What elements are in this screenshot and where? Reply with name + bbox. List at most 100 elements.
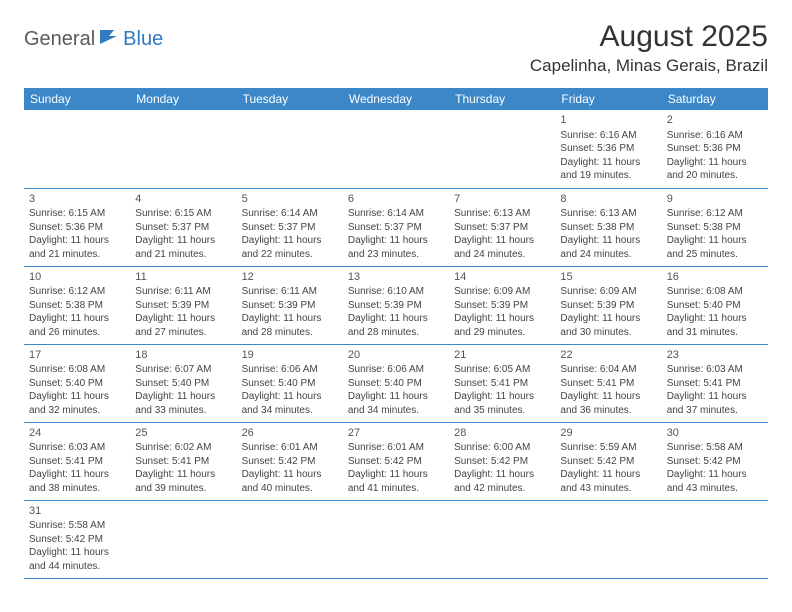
sunset-line: Sunset: 5:42 PM — [454, 455, 550, 469]
calendar-cell — [24, 110, 130, 188]
calendar-cell: 23Sunrise: 6:03 AMSunset: 5:41 PMDayligh… — [662, 344, 768, 422]
weekday-header: Thursday — [449, 88, 555, 110]
calendar-cell: 29Sunrise: 5:59 AMSunset: 5:42 PMDayligh… — [555, 422, 661, 500]
day-number: 1 — [560, 113, 656, 128]
calendar-cell: 8Sunrise: 6:13 AMSunset: 5:38 PMDaylight… — [555, 188, 661, 266]
location-text: Capelinha, Minas Gerais, Brazil — [530, 56, 768, 76]
sunset-line: Sunset: 5:41 PM — [135, 455, 231, 469]
daylight-line: Daylight: 11 hours and 43 minutes. — [560, 468, 656, 495]
daylight-line: Daylight: 11 hours and 40 minutes. — [242, 468, 338, 495]
daylight-line: Daylight: 11 hours and 24 minutes. — [454, 234, 550, 261]
day-number: 19 — [242, 348, 338, 363]
sunrise-line: Sunrise: 6:13 AM — [560, 207, 656, 221]
calendar-row: 3Sunrise: 6:15 AMSunset: 5:36 PM Daylight… — [24, 188, 768, 266]
sunrise-line: Sunrise: 6:15 AM — [29, 207, 125, 221]
daylight-line: Daylight: 11 hours and 30 minutes. — [560, 312, 656, 339]
sunrise-line: Sunrise: 6:03 AM — [29, 441, 125, 455]
daylight-line: Daylight: 11 hours and 27 minutes. — [135, 312, 231, 339]
daylight-line: Daylight: 11 hours and 35 minutes. — [454, 390, 550, 417]
day-number: 5 — [242, 192, 338, 207]
weekday-header-row: Sunday Monday Tuesday Wednesday Thursday… — [24, 88, 768, 110]
calendar-cell: 17Sunrise: 6:08 AMSunset: 5:40 PMDayligh… — [24, 344, 130, 422]
daylight-line: Daylight: 11 hours and 34 minutes. — [348, 390, 444, 417]
calendar-cell — [343, 110, 449, 188]
daylight-line: Daylight: 11 hours and 32 minutes. — [29, 390, 125, 417]
sunrise-line: Sunrise: 6:03 AM — [667, 363, 763, 377]
daylight-line: Daylight: 11 hours and 28 minutes. — [348, 312, 444, 339]
calendar-cell: 19Sunrise: 6:06 AMSunset: 5:40 PMDayligh… — [237, 344, 343, 422]
day-number: 9 — [667, 192, 763, 207]
calendar-cell: 3Sunrise: 6:15 AMSunset: 5:36 PMDaylight… — [24, 188, 130, 266]
sunset-line: Sunset: 5:36 PM — [560, 142, 656, 156]
day-number: 8 — [560, 192, 656, 207]
calendar-cell: 21Sunrise: 6:05 AMSunset: 5:41 PMDayligh… — [449, 344, 555, 422]
flag-icon — [99, 28, 121, 51]
calendar-cell: 10Sunrise: 6:12 AMSunset: 5:38 PMDayligh… — [24, 266, 130, 344]
calendar-cell — [555, 500, 661, 578]
sunrise-line: Sunrise: 6:16 AM — [560, 129, 656, 143]
daylight-line: Daylight: 11 hours and 31 minutes. — [667, 312, 763, 339]
sunset-line: Sunset: 5:41 PM — [454, 377, 550, 391]
sunrise-line: Sunrise: 6:11 AM — [135, 285, 231, 299]
sunrise-line: Sunrise: 6:08 AM — [667, 285, 763, 299]
calendar-cell: 4Sunrise: 6:15 AMSunset: 5:37 PMDaylight… — [130, 188, 236, 266]
sunset-line: Sunset: 5:36 PM — [667, 142, 763, 156]
day-number: 26 — [242, 426, 338, 441]
sunrise-line: Sunrise: 6:14 AM — [242, 207, 338, 221]
day-number: 3 — [29, 192, 125, 207]
calendar-cell: 28Sunrise: 6:00 AMSunset: 5:42 PMDayligh… — [449, 422, 555, 500]
page-title: August 2025 — [530, 20, 768, 54]
sunrise-line: Sunrise: 6:14 AM — [348, 207, 444, 221]
calendar-cell: 12Sunrise: 6:11 AMSunset: 5:39 PMDayligh… — [237, 266, 343, 344]
sunset-line: Sunset: 5:40 PM — [667, 299, 763, 313]
title-block: August 2025 Capelinha, Minas Gerais, Bra… — [530, 20, 768, 76]
calendar-cell: 2Sunrise: 6:16 AMSunset: 5:36 PMDaylight… — [662, 110, 768, 188]
sunset-line: Sunset: 5:40 PM — [29, 377, 125, 391]
sunset-line: Sunset: 5:41 PM — [667, 377, 763, 391]
calendar-cell: 13Sunrise: 6:10 AMSunset: 5:39 PMDayligh… — [343, 266, 449, 344]
sunset-line: Sunset: 5:36 PM — [29, 221, 125, 235]
calendar-cell: 24Sunrise: 6:03 AMSunset: 5:41 PMDayligh… — [24, 422, 130, 500]
calendar-cell: 16Sunrise: 6:08 AMSunset: 5:40 PMDayligh… — [662, 266, 768, 344]
day-number: 27 — [348, 426, 444, 441]
sunset-line: Sunset: 5:40 PM — [135, 377, 231, 391]
daylight-line: Daylight: 11 hours and 26 minutes. — [29, 312, 125, 339]
sunrise-line: Sunrise: 6:09 AM — [560, 285, 656, 299]
calendar-cell: 26Sunrise: 6:01 AMSunset: 5:42 PMDayligh… — [237, 422, 343, 500]
day-number: 15 — [560, 270, 656, 285]
sunrise-line: Sunrise: 6:01 AM — [242, 441, 338, 455]
daylight-line: Daylight: 11 hours and 43 minutes. — [667, 468, 763, 495]
sunset-line: Sunset: 5:42 PM — [667, 455, 763, 469]
sunrise-line: Sunrise: 6:12 AM — [29, 285, 125, 299]
sunset-line: Sunset: 5:39 PM — [242, 299, 338, 313]
daylight-line: Daylight: 11 hours and 39 minutes. — [135, 468, 231, 495]
day-number: 25 — [135, 426, 231, 441]
sunrise-line: Sunrise: 6:06 AM — [242, 363, 338, 377]
day-number: 22 — [560, 348, 656, 363]
sunset-line: Sunset: 5:40 PM — [348, 377, 444, 391]
day-number: 31 — [29, 504, 125, 519]
calendar-cell: 30Sunrise: 5:58 AMSunset: 5:42 PMDayligh… — [662, 422, 768, 500]
day-number: 24 — [29, 426, 125, 441]
calendar-cell: 1Sunrise: 6:16 AMSunset: 5:36 PMDaylight… — [555, 110, 661, 188]
sunrise-line: Sunrise: 6:11 AM — [242, 285, 338, 299]
day-number: 6 — [348, 192, 444, 207]
sunset-line: Sunset: 5:37 PM — [348, 221, 444, 235]
calendar-cell — [449, 500, 555, 578]
day-number: 29 — [560, 426, 656, 441]
sunset-line: Sunset: 5:39 PM — [454, 299, 550, 313]
calendar-row: 17Sunrise: 6:08 AMSunset: 5:40 PMDayligh… — [24, 344, 768, 422]
calendar-cell: 18Sunrise: 6:07 AMSunset: 5:40 PMDayligh… — [130, 344, 236, 422]
logo: General Blue — [24, 20, 163, 51]
sunset-line: Sunset: 5:38 PM — [560, 221, 656, 235]
day-number: 28 — [454, 426, 550, 441]
daylight-line: Daylight: 11 hours and 34 minutes. — [242, 390, 338, 417]
weekday-header: Friday — [555, 88, 661, 110]
calendar-cell — [237, 110, 343, 188]
sunset-line: Sunset: 5:38 PM — [29, 299, 125, 313]
calendar-cell: 11Sunrise: 6:11 AMSunset: 5:39 PMDayligh… — [130, 266, 236, 344]
sunset-line: Sunset: 5:37 PM — [242, 221, 338, 235]
daylight-line: Daylight: 11 hours and 41 minutes. — [348, 468, 444, 495]
calendar-cell — [662, 500, 768, 578]
calendar-cell: 15Sunrise: 6:09 AMSunset: 5:39 PMDayligh… — [555, 266, 661, 344]
